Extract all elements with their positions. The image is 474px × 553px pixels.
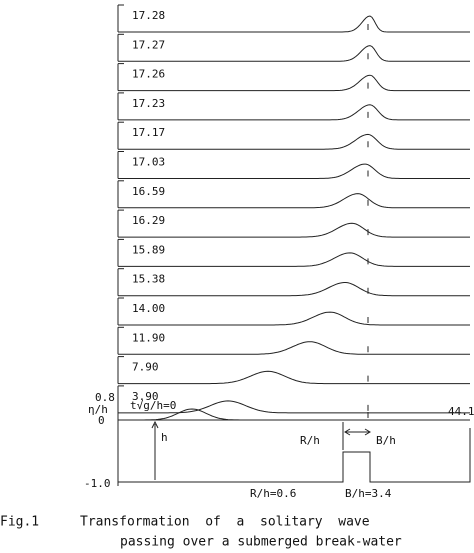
- wave: [118, 133, 470, 150]
- wave: [118, 45, 470, 62]
- y-top-label: 0.8: [95, 391, 115, 404]
- wave: [118, 222, 470, 238]
- caption-number: Fig.1: [0, 515, 39, 530]
- caption-line: Transformation of a solitary wave: [80, 515, 370, 530]
- depth-label: h: [161, 431, 168, 444]
- channel: [117, 428, 471, 483]
- wave: [118, 193, 470, 209]
- bottom-panel-label: t√g/h=0: [130, 399, 176, 412]
- panel-label: 15.38: [132, 273, 165, 286]
- wave: [118, 104, 470, 121]
- wave: [118, 15, 470, 33]
- panel-label: 17.03: [132, 156, 165, 169]
- wave: [118, 311, 470, 326]
- x-end-label: 44.1: [448, 405, 474, 418]
- wave: [118, 282, 470, 297]
- panel-label: 15.89: [132, 243, 165, 256]
- panel-label: 17.28: [132, 9, 165, 22]
- wave: [118, 400, 470, 414]
- wave: [118, 408, 470, 421]
- panel-label: 16.59: [132, 185, 165, 198]
- y-axis-label: η/h: [88, 403, 108, 416]
- wave: [118, 74, 470, 92]
- wave: [118, 252, 470, 267]
- submergence-label: R/h: [300, 434, 320, 447]
- panel-label: 11.90: [132, 331, 165, 344]
- panel-label: 17.23: [132, 97, 165, 110]
- panel-label: 17.17: [132, 126, 165, 139]
- wave: [118, 370, 470, 385]
- y-bottom-label: -1.0: [84, 477, 111, 490]
- panel-label: 3.90: [132, 390, 159, 403]
- width-label: B/h: [376, 434, 396, 447]
- panel-label: 14.00: [132, 302, 165, 315]
- y-zero-label: 0: [98, 414, 105, 427]
- arrow-head: [344, 428, 371, 436]
- width-value: B/h=3.4: [345, 487, 392, 500]
- wave: [118, 163, 470, 179]
- arrow-head: [151, 420, 159, 429]
- wave: [118, 341, 470, 355]
- panel-label: 17.27: [132, 38, 165, 51]
- panel-label: 7.90: [132, 361, 159, 374]
- submergence-value: R/h=0.6: [250, 487, 296, 500]
- panel-label: 16.29: [132, 214, 165, 227]
- panel-label: 17.26: [132, 68, 165, 81]
- caption-line: passing over a submerged break-water: [120, 535, 402, 550]
